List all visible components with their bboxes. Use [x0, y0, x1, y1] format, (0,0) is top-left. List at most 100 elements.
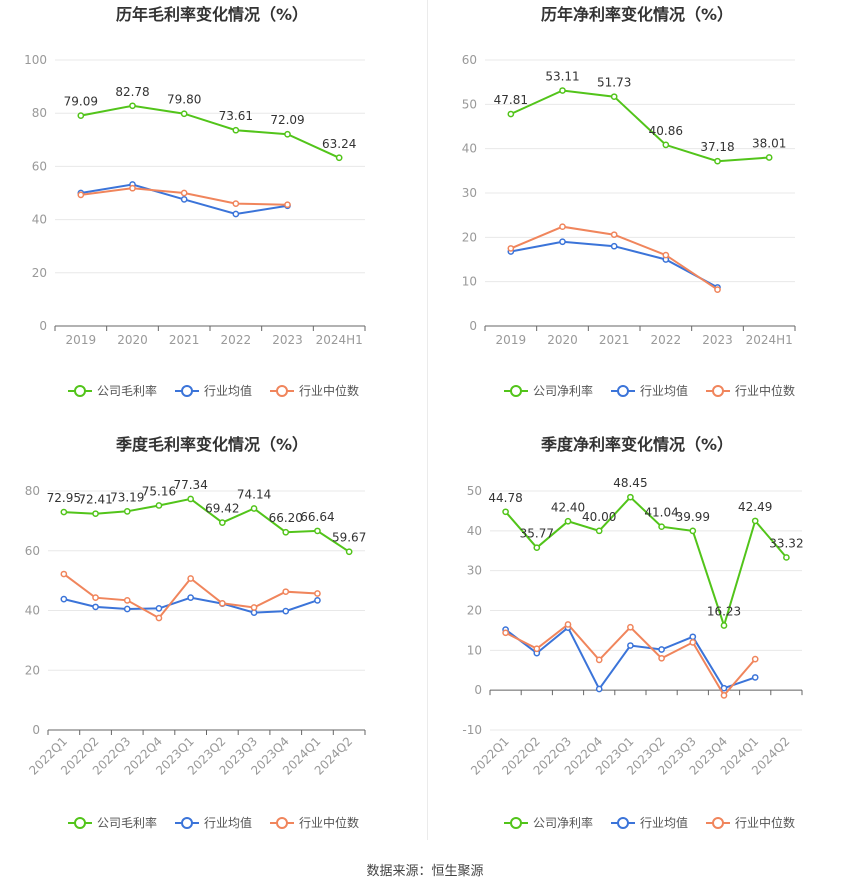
data-point-industry-median [123, 596, 131, 604]
y-tick-label: 80 [32, 106, 47, 120]
legend-item-industry-avg[interactable]: 行业均值 [611, 383, 688, 398]
legend-label: 行业均值 [204, 815, 252, 830]
data-label: 41.04 [644, 506, 678, 520]
data-point-industry-avg [282, 607, 290, 615]
x-tick-label: 2024H1 [316, 333, 363, 347]
x-tick-label: 2019 [496, 333, 527, 347]
y-tick-label: 40 [467, 524, 482, 538]
legend-marker [74, 385, 86, 397]
data-point-industry-median [502, 629, 509, 637]
y-tick-label: 0 [39, 319, 47, 333]
legend-item-industry-median[interactable]: 行业中位数 [270, 815, 359, 830]
data-point-industry-avg [610, 242, 618, 250]
legend-item-industry-median[interactable]: 行业中位数 [270, 383, 359, 398]
legend-item-company[interactable]: 公司毛利率 [68, 815, 157, 830]
legend-marker [181, 817, 193, 829]
data-point-industry-median [627, 623, 634, 631]
data-label: 63.24 [322, 137, 356, 151]
legend-item-industry-median[interactable]: 行业中位数 [706, 383, 795, 398]
data-label: 16.23 [707, 605, 741, 619]
chart-svg: 季度毛利率变化情况（%）0204060802022Q12022Q22022Q32… [25, 435, 367, 830]
data-label: 38.01 [752, 136, 786, 150]
chart-svg: 历年净利率变化情况（%） 0 10 20 30 40 50 60 2019 2020 2021 202… [462, 5, 796, 398]
data-point-industry-median [564, 621, 572, 628]
data-point-industry-avg [232, 210, 240, 218]
data-point-industry-median [284, 201, 291, 209]
x-tick-label: 2023 [702, 333, 733, 347]
legend-label: 公司毛利率 [97, 383, 157, 398]
y-tick-label: 60 [462, 53, 477, 67]
data-point-company [284, 130, 291, 138]
y-tick-label: 60 [25, 544, 40, 558]
data-point-company [250, 505, 258, 512]
legend-item-industry-avg[interactable]: 行业均值 [175, 383, 252, 398]
y-tick-label: 40 [462, 142, 477, 156]
chart-svg: 季度净利率变化情况（%）-10010203040502022Q12022Q220… [462, 435, 803, 830]
data-label: 72.09 [270, 113, 304, 127]
chart-title: 季度净利率变化情况（%） [540, 435, 733, 454]
data-point-industry-median [250, 604, 258, 611]
y-tick-label: 0 [469, 319, 477, 333]
data-point-company [533, 544, 541, 552]
data-point-industry-median [60, 570, 68, 578]
data-label: 79.09 [64, 95, 98, 109]
data-label: 47.81 [494, 93, 528, 107]
y-tick-label: 100 [24, 53, 47, 67]
data-point-industry-avg [559, 238, 566, 246]
legend-item-industry-median[interactable]: 行业中位数 [706, 815, 795, 830]
data-label: 35.77 [520, 527, 554, 541]
legend-item-company[interactable]: 公司净利率 [504, 815, 593, 830]
y-tick-label: 10 [467, 643, 482, 657]
data-point-company [751, 517, 759, 525]
legend-item-company[interactable]: 公司毛利率 [68, 383, 157, 398]
data-point-company [345, 548, 353, 556]
data-label: 40.86 [649, 124, 683, 138]
data-point-company [689, 527, 697, 535]
series-line-company [80, 104, 340, 159]
legend-marker [181, 385, 193, 397]
data-point-company [610, 93, 618, 101]
legend-item-industry-avg[interactable]: 行业均值 [611, 815, 688, 830]
data-point-industry-median [129, 184, 136, 192]
series-line-industry-median [505, 623, 756, 698]
data-label: 73.19 [110, 490, 144, 504]
data-point-industry-median [595, 656, 603, 664]
data-point-industry-avg [627, 642, 634, 649]
data-label: 37.18 [700, 140, 734, 154]
data-point-industry-median [714, 286, 721, 293]
legend-marker [712, 817, 724, 829]
data-point-industry-median [232, 200, 240, 207]
y-tick-label: 30 [467, 564, 482, 578]
legend-label: 行业中位数 [299, 815, 359, 830]
data-point-industry-median [180, 189, 188, 197]
y-tick-label: 20 [25, 663, 40, 677]
legend-item-industry-avg[interactable]: 行业均值 [175, 815, 252, 830]
legend-marker [617, 817, 629, 829]
data-label: 59.67 [332, 531, 366, 545]
y-tick-label: 10 [462, 275, 477, 289]
data-point-company [92, 510, 99, 518]
data-point-company [187, 495, 194, 503]
data-point-company [564, 517, 572, 525]
data-point-company [60, 508, 68, 516]
x-tick-label: 2019 [66, 333, 97, 347]
data-point-company [595, 527, 603, 535]
chart-title: 历年净利率变化情况（%） [541, 5, 733, 24]
data-point-industry-avg [180, 196, 188, 203]
legend-marker [712, 385, 724, 397]
data-point-company [658, 523, 665, 531]
x-tick-label: 2021 [599, 333, 630, 347]
data-point-company [783, 554, 790, 561]
data-source-note: 数据来源：恒生聚源 [366, 864, 484, 879]
data-point-company [129, 102, 136, 110]
data-point-industry-median [155, 614, 163, 622]
chart-title: 历年毛利率变化情况（%） [116, 5, 308, 24]
legend-item-company[interactable]: 公司净利率 [504, 383, 593, 398]
data-point-company [77, 112, 85, 119]
quarterly-gross-margin-chart: 季度毛利率变化情况（%） 0 20 40 60 80 2022Q1 2022Q2 2022Q3 2… [0, 430, 425, 860]
data-point-industry-avg [751, 674, 759, 681]
x-tick-label: 2021 [169, 333, 200, 347]
data-point-company [507, 110, 515, 118]
data-point-industry-median [282, 588, 290, 596]
legend-marker [617, 385, 629, 397]
